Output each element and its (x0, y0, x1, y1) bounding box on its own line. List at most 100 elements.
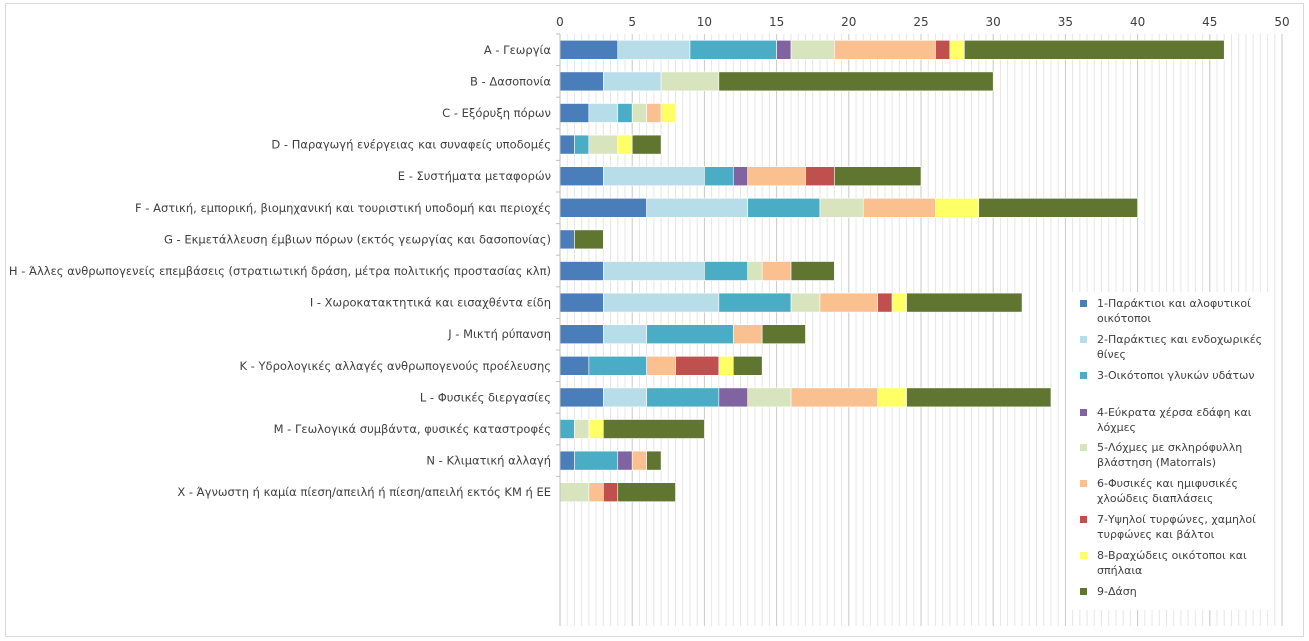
category-label: F - Αστική, εμπορική, βιομηχανική και το… (135, 201, 551, 215)
bar-segment (834, 166, 922, 186)
category-label: A - Γεωργία (484, 43, 552, 57)
bar-segment (559, 103, 590, 123)
bar-segment (805, 166, 835, 186)
x-tick-label: 45 (1202, 15, 1217, 29)
bar-segment (877, 292, 893, 313)
bar-segment (559, 166, 604, 186)
bar-segment (747, 261, 763, 281)
bar-segment (559, 134, 575, 155)
bar-segment (646, 324, 734, 345)
bar-segment (732, 355, 763, 376)
legend-label-line: 4-Εύκρατα χέρσα εδάφη και (1097, 406, 1252, 419)
legend: 1-Παράκτιοι και αλοφυτικοί οικότοποι 2-Παρ… (1072, 292, 1270, 610)
bar-segment (704, 166, 734, 186)
category-label: M - Γεωλογικά συμβάντα, φυσικές καταστρο… (274, 422, 551, 436)
bar-segment (790, 261, 835, 281)
bar-segment (617, 482, 676, 503)
x-tick-label: 0 (556, 15, 564, 29)
bar-segment (862, 198, 936, 218)
bar-segment (603, 387, 647, 408)
bar-segment (559, 355, 590, 376)
bar-segment (704, 261, 749, 281)
legend-label-line: 5-Λόχμες με σκληρόφυλλη (1097, 441, 1242, 454)
bar-segment (574, 229, 604, 250)
legend-label-line: θίνες (1097, 348, 1126, 361)
bar-segment (631, 103, 647, 123)
category-label: C - Εξόρυξη πόρων (442, 106, 551, 120)
bar-segment (747, 166, 806, 186)
bar-segment (603, 166, 705, 186)
legend-label: 4-Εύκρατα χέρσα εδάφη και λόχμες (1097, 406, 1252, 434)
category-label: L - Φυσικές διεργασίες (420, 390, 551, 404)
bar-segment (978, 198, 1138, 218)
legend-swatch (1080, 588, 1087, 595)
bar-segment (574, 134, 590, 155)
x-tick-label: 15 (769, 15, 784, 29)
bar-segment (646, 355, 676, 376)
bar-segment (559, 482, 590, 503)
legend-label-line: 9-Δάση (1097, 585, 1137, 598)
x-tick-label: 50 (1274, 15, 1289, 29)
legend-label: 2-Παράκτιες και ενδοχωρικές θίνες (1097, 333, 1262, 361)
x-tick-label: 5 (628, 15, 636, 29)
bar-segment (646, 387, 720, 408)
bar-segment (718, 387, 749, 408)
legend-label: 1-Παράκτιοι και αλοφυτικοί οικότοποι (1097, 297, 1251, 325)
bar-segment (718, 71, 994, 92)
bar-segment (718, 292, 792, 313)
bar-segment (790, 292, 821, 313)
bars-layer (559, 39, 1225, 503)
legend-label-line: χλοώδεις διαπλάσεις (1097, 492, 1213, 505)
legend-label: 5-Λόχμες με σκληρόφυλλη βλάστηση (Matorra… (1097, 441, 1242, 469)
bar-segment (559, 324, 604, 345)
legend-label-line: σπήλαια (1097, 564, 1142, 577)
x-tick-labels: 0 5 10 15 20 25 30 35 40 45 50 (556, 15, 1289, 29)
bar-segment (588, 103, 619, 123)
bar-segment (660, 103, 676, 123)
category-label: J - Μικτή ρύπανση (447, 327, 551, 341)
bar-segment (631, 134, 662, 155)
bar-segment (588, 134, 619, 155)
legend-swatch (1080, 552, 1087, 559)
bar-segment (574, 450, 619, 471)
bar-segment (732, 166, 749, 186)
legend-swatch (1080, 372, 1087, 379)
bar-segment (603, 324, 647, 345)
category-label: D - Παραγωγή ενέργειας και συναφείς υποδ… (271, 138, 551, 152)
bar-segment (617, 39, 691, 60)
bar-segment (732, 324, 763, 345)
bar-segment (964, 39, 1225, 60)
bar-segment (574, 419, 590, 439)
bar-segment (935, 198, 980, 218)
bar-segment (603, 419, 705, 439)
x-tick-label: 10 (697, 15, 712, 29)
legend-swatch (1080, 444, 1087, 451)
bar-segment (834, 39, 936, 60)
bar-segment (603, 261, 705, 281)
legend-label: 7-Υψηλοί τυρφώνες, χαμηλοί τυρφώνες και β… (1097, 513, 1256, 541)
bar-segment (935, 39, 951, 60)
legend-swatch (1080, 480, 1087, 487)
bar-segment (747, 198, 821, 218)
bar-segment (675, 355, 720, 376)
bar-segment (617, 450, 633, 471)
category-labels: A - Γεωργία B - Δασοπονία C - Εξόρυξη πόρω… (9, 33, 561, 626)
bar-segment (949, 39, 965, 60)
legend-label-line: 6-Φυσικές και ημιφυσικές (1097, 477, 1238, 490)
bar-segment (559, 292, 604, 313)
bar-segment (559, 229, 575, 250)
category-label: G - Εκμετάλλευση έμβιων πόρων (εκτός γεω… (164, 232, 551, 246)
x-tick-label: 25 (913, 15, 928, 29)
bar-segment (588, 355, 647, 376)
legend-label-line: λόχμες (1097, 421, 1136, 434)
bar-segment (603, 482, 619, 503)
legend-label-line: 8-Βραχώδεις οικότοποι και (1097, 549, 1247, 562)
category-label: X - Άγνωστη ή καμία πίεση/απειλή ή πίεση… (177, 485, 551, 499)
bar-segment (646, 198, 749, 218)
category-label: I - Χωροκατακτητικά και εισαχθέντα είδη (310, 296, 551, 310)
category-label: H - Άλλες ανθρωπογενείς επεμβάσεις (στρα… (9, 264, 551, 278)
bar-segment (617, 103, 633, 123)
bar-segment (906, 292, 1023, 313)
x-tick-label: 35 (1058, 15, 1073, 29)
bar-segment (646, 103, 662, 123)
